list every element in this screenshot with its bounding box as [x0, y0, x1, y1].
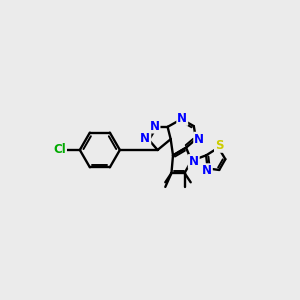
Text: N: N: [177, 112, 187, 125]
Text: Cl: Cl: [53, 143, 66, 157]
Text: N: N: [202, 164, 212, 177]
Text: N: N: [189, 155, 199, 168]
Text: S: S: [215, 139, 224, 152]
Text: N: N: [194, 133, 204, 146]
Text: N: N: [140, 132, 150, 145]
Text: N: N: [149, 120, 160, 133]
